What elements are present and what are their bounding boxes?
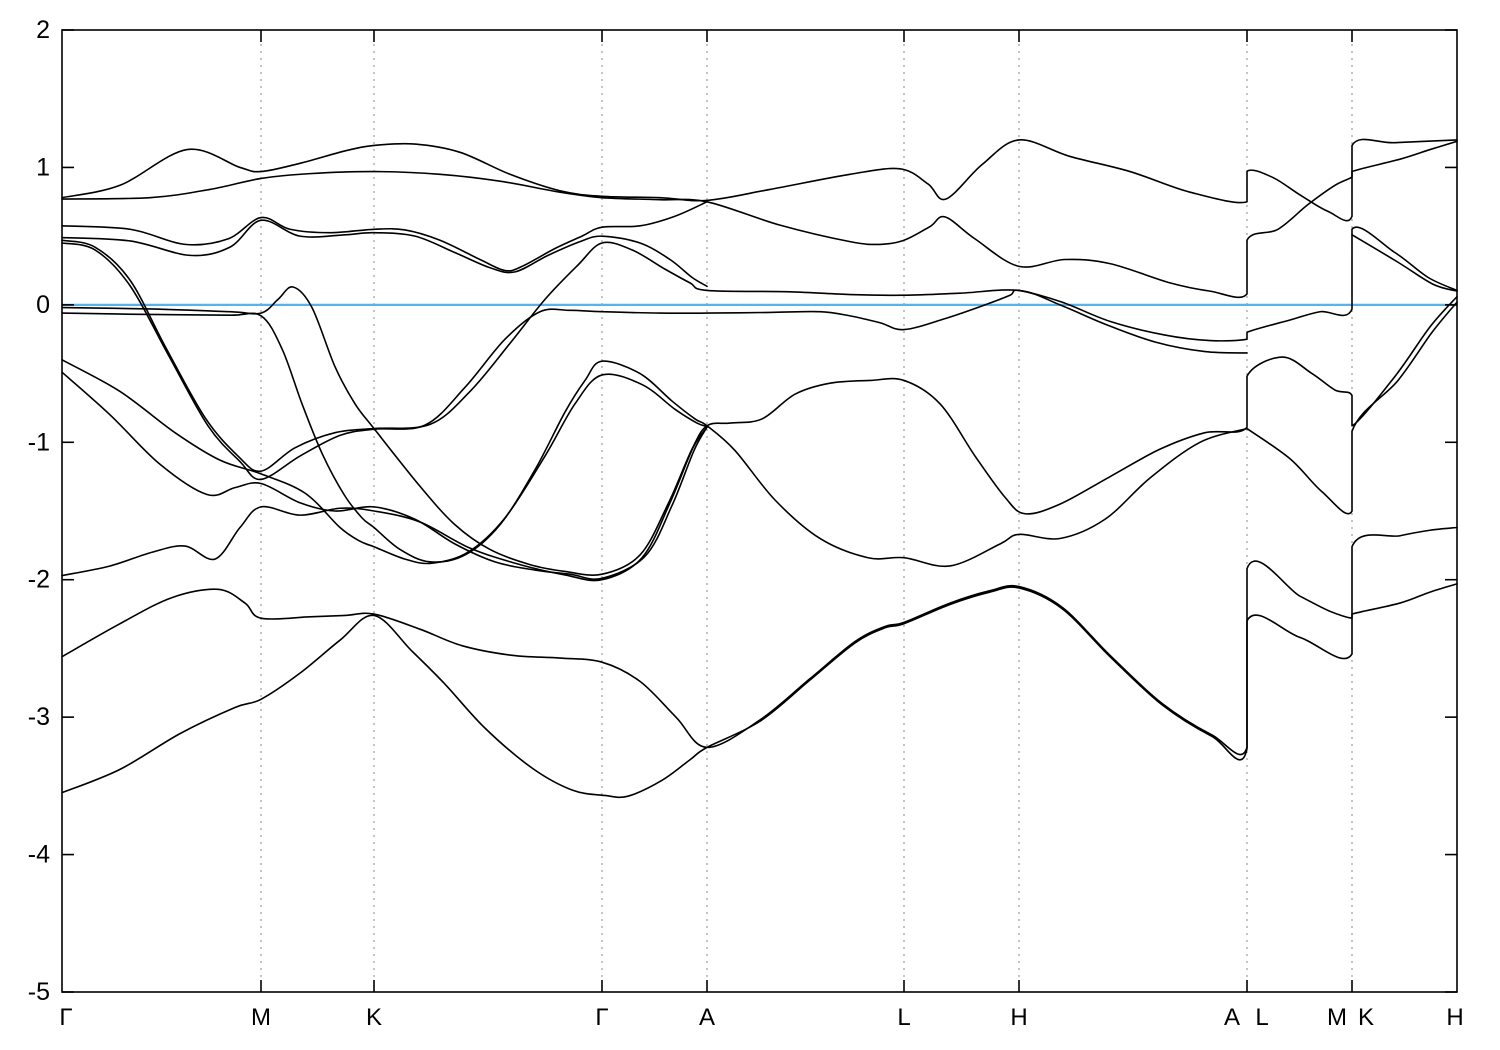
kpoint-label: Γ [595, 1004, 608, 1031]
kpoint-label: A [699, 1004, 715, 1031]
y-axis-tick-label: -1 [28, 428, 50, 456]
y-axis-tick-label: -2 [28, 566, 50, 594]
kpoint-label: H [1446, 1004, 1463, 1031]
y-axis-tick-label: 2 [36, 16, 50, 44]
plot-border [61, 29, 1458, 993]
y-axis-tick-label: 0 [36, 291, 50, 319]
kpoint-label: K [366, 1004, 382, 1031]
band-curve [61, 286, 1458, 576]
band-curve [61, 560, 1458, 799]
band-curve [61, 219, 708, 288]
kpoint-label: M [1327, 1004, 1347, 1031]
band-curve [1351, 233, 1458, 292]
kpoint-label: A [1224, 1004, 1240, 1031]
band-curve [61, 301, 1458, 568]
band-curve [61, 359, 708, 565]
kpoint-label: L [897, 1004, 910, 1031]
band-curve [61, 138, 1458, 222]
y-axis-tick-label: 1 [36, 153, 50, 181]
kpoint-label: L [1255, 1004, 1268, 1031]
kpoint-label: Γ [59, 1004, 72, 1031]
band-curve [61, 426, 708, 582]
band-curve [61, 140, 1458, 299]
kpoint-label: M [251, 1004, 271, 1031]
y-axis-tick-label: -5 [28, 978, 50, 1006]
y-axis-tick-label: -4 [28, 841, 50, 869]
band-curve [61, 200, 708, 272]
band-curve [61, 526, 1458, 756]
band-curve [61, 226, 1458, 481]
kpoint-label: H [1010, 1004, 1027, 1031]
y-axis-tick-label: -3 [28, 703, 50, 731]
kpoint-label: K [1358, 1004, 1374, 1031]
band-curve [61, 371, 708, 580]
